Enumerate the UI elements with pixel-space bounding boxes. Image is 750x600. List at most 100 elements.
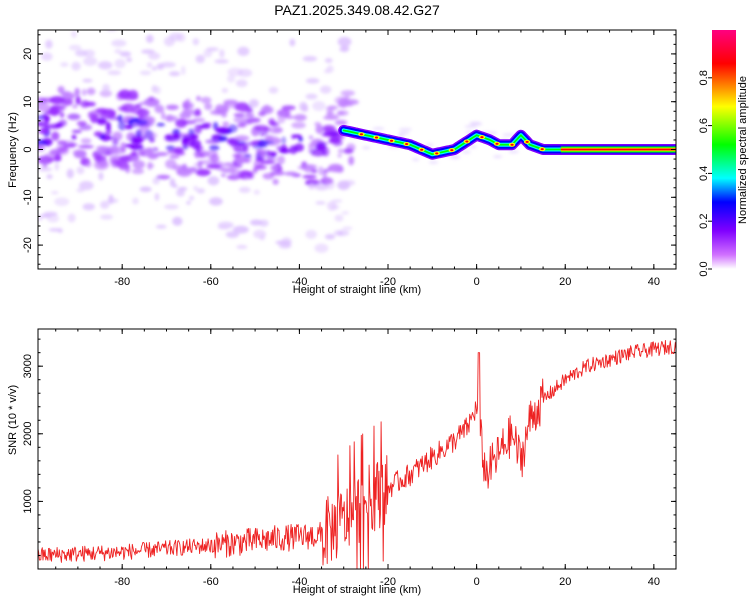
spectrogram-cell <box>130 150 138 157</box>
spectrogram-cell <box>41 52 53 61</box>
spectrogram-cell <box>148 52 161 60</box>
snr-panel: -80 -60 -40 -20 0 20 40 1000 2000 3000 Height of… <box>7 328 677 596</box>
spectrogram-cell <box>345 101 354 107</box>
spectrogram-cell <box>343 148 354 154</box>
spectrogram-cell <box>189 102 194 109</box>
spectrogram-cell <box>337 154 342 158</box>
spectrogram-cell <box>145 34 154 43</box>
ridge-node-peak <box>374 136 379 139</box>
spectrogram-cell <box>117 105 129 112</box>
spectrogram-cell <box>147 161 153 171</box>
x-tick-label: -60 <box>203 576 219 588</box>
spectrogram-cell <box>449 155 461 159</box>
spectrogram-cell <box>107 198 119 204</box>
spectrogram-cell <box>186 201 191 205</box>
spectrogram-cell <box>183 169 198 174</box>
spectrogram-cell <box>154 192 160 201</box>
spectrogram-cell <box>342 226 353 230</box>
spectrogram-cell <box>215 127 230 134</box>
spectrogram-cell <box>193 162 202 167</box>
spectrogram-cell <box>241 109 254 113</box>
snr-ylabel: SNR (10 * v/v) <box>7 385 19 455</box>
spectrogram-cell <box>277 113 286 124</box>
chart-title: PAZ1.2025.349.08.42.G27 <box>274 2 440 18</box>
spectrogram-cell <box>469 121 482 125</box>
spectrogram-cell <box>253 229 267 239</box>
spectrogram-cell <box>82 203 96 211</box>
spectrogram-cell <box>330 204 340 210</box>
spectrogram-cell <box>93 131 103 137</box>
ridge-node-peak <box>510 143 514 146</box>
spectrogram-cell <box>38 102 50 112</box>
spectrogram-cell <box>193 185 198 191</box>
y-tick-label: -10 <box>22 189 34 205</box>
spectrogram-cell <box>44 115 50 122</box>
spectrogram-cell <box>362 146 371 150</box>
ridge-node-peak <box>465 140 469 143</box>
spectrogram-cell <box>246 171 255 179</box>
spectrogram-cell <box>135 119 149 126</box>
spectrogram-cell <box>119 51 132 57</box>
spectrogram-cell <box>68 44 82 51</box>
spectrogram-cell <box>152 147 159 152</box>
spectrogram-cell <box>398 131 410 135</box>
spectrogram-cell <box>234 102 250 112</box>
spectrogram-cell <box>132 160 146 169</box>
spectrogram-cell <box>159 61 176 68</box>
spectrogram-cell <box>165 114 175 122</box>
spectrogram-cell <box>188 128 195 136</box>
spectrogram-cell <box>161 111 166 120</box>
spectrogram-cell <box>107 30 117 32</box>
spectrogram-cell <box>348 155 355 166</box>
spectrogram-cell <box>155 86 161 95</box>
ridge-node-peak <box>480 136 484 139</box>
colorbar-tick-label: 0.2 <box>698 214 710 229</box>
spectrogram-cell <box>76 120 87 127</box>
x-tick-label: 20 <box>559 576 571 588</box>
ridge-node-peak <box>405 142 409 145</box>
spectrogram-cell <box>154 104 165 114</box>
y-tick-label: 1000 <box>22 489 34 513</box>
spectrogram-xlabel: Height of straight line (km) <box>293 284 421 296</box>
spectrogram-cell <box>324 233 336 240</box>
x-tick-label: -80 <box>114 276 130 288</box>
spectrogram-cell <box>45 39 53 49</box>
spectrogram-cell <box>322 170 327 178</box>
spectrogram-cell <box>147 152 159 160</box>
spectrogram-cell <box>305 93 318 100</box>
spectrogram-cell <box>51 105 67 109</box>
spectrogram-cell <box>244 113 255 118</box>
spectrogram-cell <box>264 157 280 162</box>
spectrogram-cell <box>289 145 298 155</box>
colorbar-ticks: 0.0 0.2 0.4 0.6 0.8 <box>698 70 712 277</box>
spectrogram-cell <box>156 174 171 180</box>
spectrogram-cell <box>181 138 196 147</box>
spectrogram-cell <box>335 166 344 173</box>
spectrogram-cell <box>181 109 195 115</box>
x-tick-label: -20 <box>380 576 396 588</box>
spectrogram-cell <box>194 151 200 159</box>
spectrogram-cell <box>38 216 43 221</box>
spectrogram-cell <box>136 108 150 118</box>
spectrogram-cell <box>151 66 157 71</box>
spectrogram-cell <box>134 143 139 147</box>
spectrogram-cell <box>220 173 227 178</box>
spectrogram-cell <box>83 49 96 58</box>
spectrogram-cell <box>328 138 341 144</box>
spectrogram-cell <box>105 121 111 132</box>
colorbar-tick-label: 0.8 <box>698 70 710 85</box>
x-tick-label: 0 <box>474 276 480 288</box>
spectrogram-cell <box>110 111 116 118</box>
spectrogram-cell <box>225 231 239 239</box>
ridge-node-peak <box>420 148 424 151</box>
spectrogram-cell <box>246 117 261 123</box>
spectrogram-cell <box>311 168 318 174</box>
spectrogram-cell <box>291 121 306 129</box>
spectrogram-cell <box>51 131 60 141</box>
spectrogram-cell <box>80 138 92 144</box>
spectrogram-cell <box>326 110 334 116</box>
spectrogram-cell <box>324 58 333 63</box>
spectrogram-cell <box>57 228 63 234</box>
spectrogram-cell <box>255 126 261 131</box>
spectrogram-cell <box>196 188 205 194</box>
